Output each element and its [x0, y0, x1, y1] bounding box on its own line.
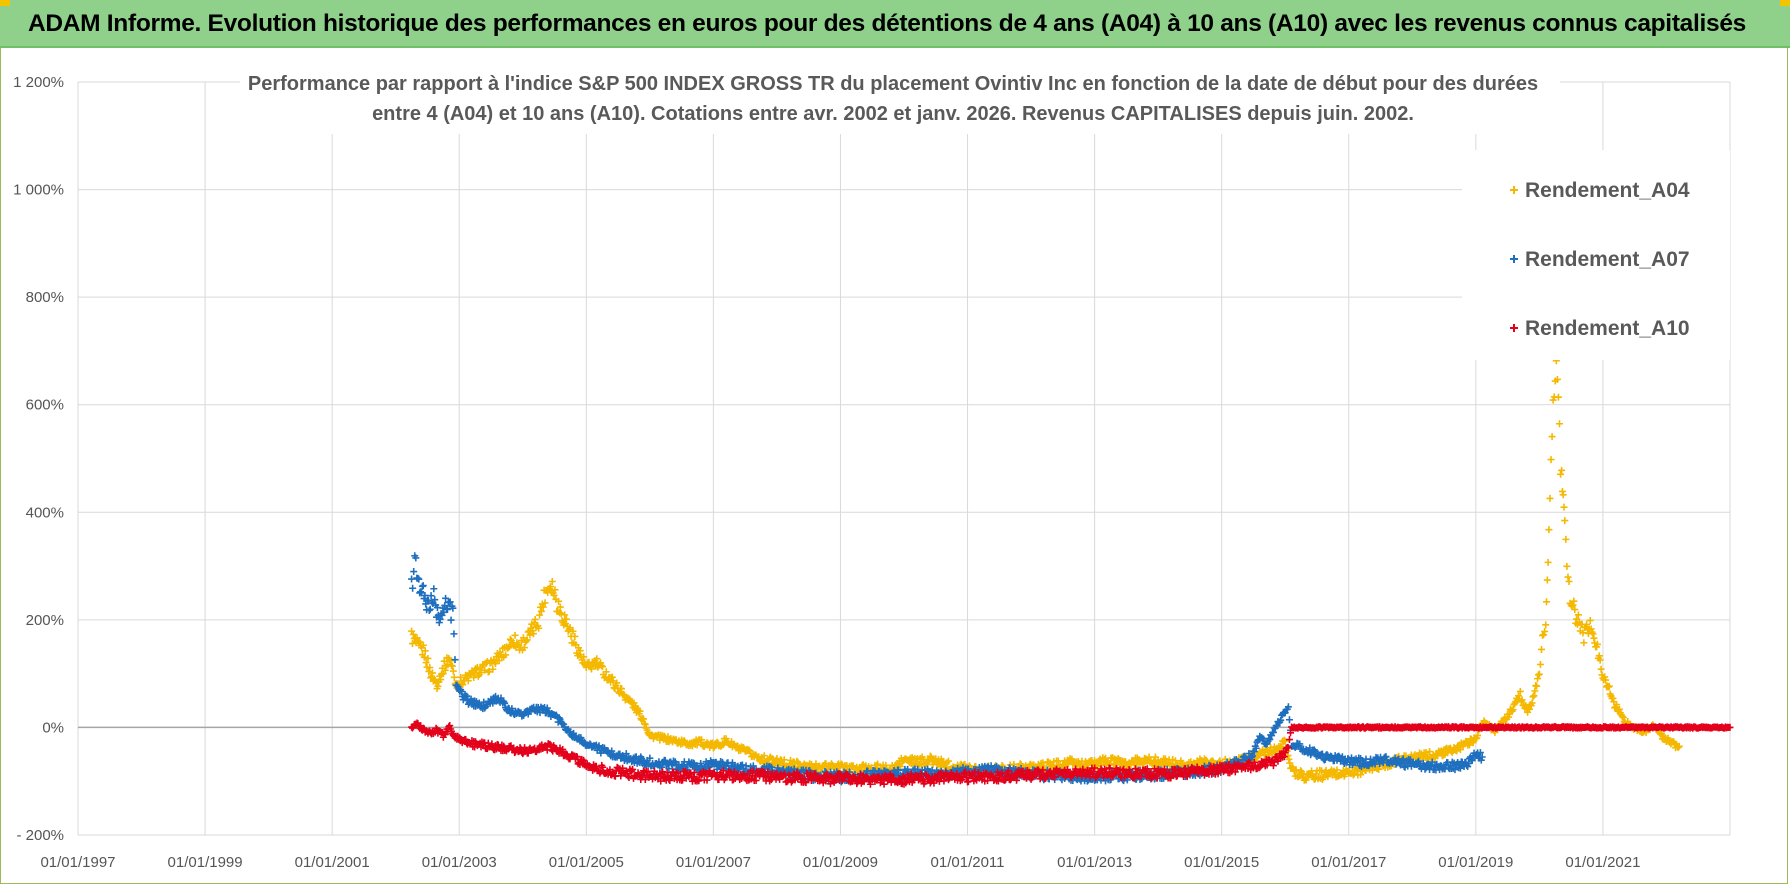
- x-tick-label: 01/01/2019: [1438, 854, 1513, 871]
- data-point: [408, 576, 415, 583]
- chart-title-line: Performance par rapport à l'indice S&P 5…: [248, 73, 1538, 95]
- legend: Rendement_A04 Rendement_A07 Rendement_A10: [1462, 150, 1730, 360]
- data-point: [1543, 598, 1550, 605]
- data-point: [1286, 716, 1293, 723]
- axes: 01/01/1997 01/01/1999 01/01/2001 01/01/2003…: [13, 74, 1640, 871]
- data-point: [1598, 666, 1605, 673]
- data-point: [1562, 536, 1569, 543]
- chart: 01/01/1997 01/01/1999 01/01/2001 01/01/2003…: [0, 0, 1790, 886]
- data-point: [409, 585, 416, 592]
- series-plot: [408, 357, 1733, 788]
- x-tick-label: 01/01/2007: [676, 854, 751, 871]
- x-tick-label: 01/01/2009: [803, 854, 878, 871]
- x-tick-label: 01/01/2013: [1057, 854, 1132, 871]
- data-point: [451, 656, 458, 663]
- data-point: [1546, 495, 1553, 502]
- data-point: [512, 632, 519, 639]
- x-tick-label: 01/01/2015: [1184, 854, 1259, 871]
- x-tick-label: 01/01/1997: [40, 854, 115, 871]
- data-point: [1566, 578, 1573, 585]
- chart-title: Performance par rapport à l'indice S&P 5…: [240, 62, 1560, 134]
- data-point: [1556, 420, 1563, 427]
- data-point: [1544, 577, 1551, 584]
- data-point: [414, 575, 421, 582]
- data-point: [1542, 621, 1549, 628]
- data-point: [410, 568, 417, 575]
- data-point: [1563, 563, 1570, 570]
- x-tick-label: 01/01/2001: [295, 854, 370, 871]
- legend-label: Rendement_A10: [1525, 317, 1690, 340]
- data-point: [430, 585, 437, 592]
- series-Rendement_A07: [408, 552, 1486, 785]
- data-point: [451, 674, 458, 681]
- data-point: [1538, 646, 1545, 653]
- x-tick-label: 01/01/2005: [549, 854, 624, 871]
- data-point: [1537, 661, 1544, 668]
- data-point: [1580, 639, 1587, 646]
- data-point: [1558, 467, 1565, 474]
- chart-title-line: entre 4 (A04) et 10 ans (A10). Cotations…: [372, 103, 1414, 125]
- data-point: [1561, 517, 1568, 524]
- y-tick-label: 200%: [26, 612, 64, 629]
- series-Rendement_A04: [408, 357, 1683, 784]
- y-tick-label: 800%: [26, 289, 64, 306]
- data-point: [1545, 526, 1552, 533]
- data-point: [1561, 504, 1568, 511]
- data-point: [1587, 617, 1594, 624]
- y-tick-label: 1 200%: [13, 74, 64, 91]
- data-point: [1286, 736, 1293, 743]
- x-tick-label: 01/01/1999: [168, 854, 243, 871]
- y-tick-label: 600%: [26, 397, 64, 414]
- y-tick-label: 400%: [26, 504, 64, 521]
- y-tick-label: 0%: [42, 719, 64, 736]
- x-tick-label: 01/01/2011: [931, 854, 1005, 871]
- y-tick-label: 1 000%: [13, 182, 64, 199]
- y-tick-label: - 200%: [16, 827, 64, 844]
- data-point: [1557, 471, 1564, 478]
- legend-label: Rendement_A04: [1525, 179, 1690, 202]
- x-tick-label: 01/01/2003: [422, 854, 497, 871]
- data-point: [450, 630, 457, 637]
- data-point: [1590, 635, 1597, 642]
- data-point: [1530, 692, 1537, 699]
- data-point: [1560, 491, 1567, 498]
- legend-label: Rendement_A07: [1525, 248, 1690, 271]
- data-point: [448, 617, 455, 624]
- x-tick-label: 01/01/2021: [1565, 854, 1640, 871]
- data-point: [1545, 559, 1552, 566]
- data-point: [1548, 456, 1555, 463]
- x-tick-label: 01/01/2017: [1311, 854, 1386, 871]
- data-point: [420, 582, 427, 589]
- data-point: [1564, 574, 1571, 581]
- data-point: [1549, 433, 1556, 440]
